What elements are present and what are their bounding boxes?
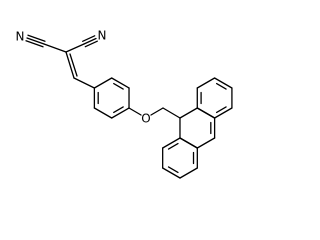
atom-label: N [16, 30, 25, 44]
bond [213, 107, 233, 119]
bond [111, 77, 130, 89]
bond [69, 53, 78, 77]
bond [179, 137, 198, 149]
bond [179, 167, 198, 179]
bond [150, 107, 164, 116]
bond [43, 43, 67, 53]
page: {"atoms": [{"label": "N"}, {"label": "N"… [15, 28, 233, 179]
bond [84, 40, 98, 48]
bond [65, 43, 85, 53]
molecule-structure: N N O [16, 29, 233, 179]
bond [162, 137, 181, 149]
bond [215, 82, 227, 90]
bond [82, 35, 96, 42]
bonds [25, 34, 181, 119]
bond [196, 107, 216, 119]
bond [93, 77, 113, 89]
bond [196, 77, 216, 89]
bond [128, 107, 142, 116]
bond [111, 107, 130, 119]
bond [196, 137, 216, 149]
bond [65, 51, 75, 79]
bond [162, 107, 181, 119]
bond [93, 107, 113, 119]
rings [93, 77, 233, 179]
atom-label: N [98, 29, 107, 43]
bond [213, 77, 233, 89]
bond [25, 40, 44, 48]
bond [26, 37, 45, 45]
bond [215, 106, 227, 114]
bond [113, 106, 124, 114]
bond [167, 166, 179, 174]
bond [27, 34, 46, 42]
bond [179, 107, 198, 119]
bond [162, 167, 181, 179]
bond [73, 77, 96, 89]
bond [113, 82, 124, 90]
bond [83, 37, 97, 45]
bond [167, 142, 179, 150]
atom-label: O [141, 112, 150, 126]
